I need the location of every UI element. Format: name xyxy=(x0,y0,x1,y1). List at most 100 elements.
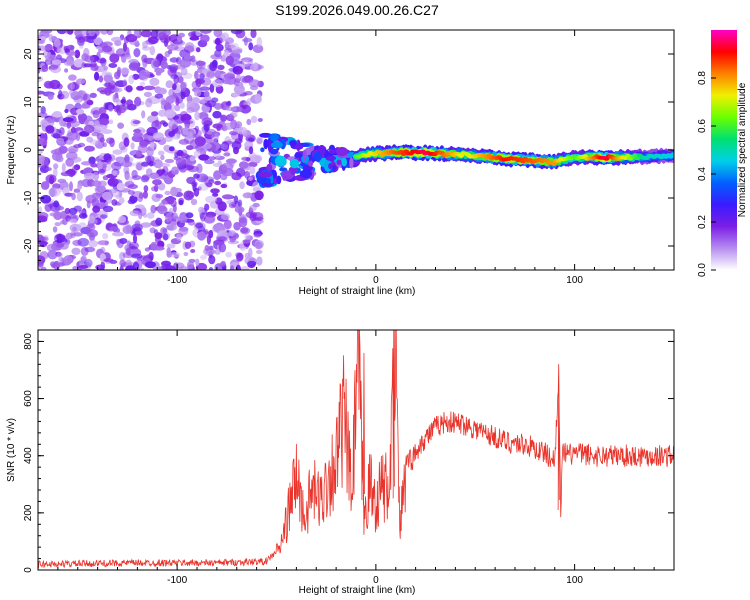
noise-blob xyxy=(102,205,114,213)
noise-blob xyxy=(154,93,164,99)
noise-blob xyxy=(254,190,264,201)
noise-blob xyxy=(175,96,180,106)
noise-blob xyxy=(123,137,130,147)
noise-blob xyxy=(212,79,224,88)
noise-blob xyxy=(70,126,77,134)
noise-blob xyxy=(214,180,222,186)
noise-blob xyxy=(102,233,109,240)
noise-blob xyxy=(143,85,156,91)
noise-blob xyxy=(149,77,160,86)
noise-blob xyxy=(249,213,257,222)
colorbar: 0.0 0.2 0.4 0.6 0.8 Normalized spectral ampl… xyxy=(697,30,748,277)
noise-blob xyxy=(230,30,243,35)
noise-blob xyxy=(55,234,66,240)
noise-blob xyxy=(225,106,238,112)
noise-blob xyxy=(178,32,185,38)
noise-blob xyxy=(118,197,125,204)
noise-blob xyxy=(54,147,65,156)
noise-blob xyxy=(213,170,222,181)
noise-blob xyxy=(187,261,194,269)
noise-blob xyxy=(38,259,44,268)
noise-blob xyxy=(74,30,83,37)
noise-blob xyxy=(145,168,153,176)
noise-blob xyxy=(252,44,264,53)
energy-blob xyxy=(328,149,337,154)
noise-blob xyxy=(154,184,159,193)
noise-blob xyxy=(221,194,234,200)
noise-blob xyxy=(237,199,243,208)
noise-blob xyxy=(240,266,250,270)
spectrogram-xlabel: Height of straight line (km) xyxy=(299,286,416,297)
noise-blob xyxy=(225,55,234,66)
noise-blob xyxy=(220,213,230,221)
noise-blob xyxy=(124,54,132,60)
noise-blob xyxy=(140,128,146,134)
noise-blob xyxy=(147,135,154,142)
noise-blob xyxy=(241,59,251,67)
noise-blob xyxy=(53,163,59,170)
noise-blob xyxy=(203,215,216,224)
noise-blob xyxy=(218,242,227,253)
noise-blob xyxy=(117,122,124,129)
noise-blob xyxy=(102,175,109,181)
noise-blob xyxy=(48,64,59,70)
colorbar-tick-label: 0.4 xyxy=(697,167,708,181)
noise-blob xyxy=(212,110,222,119)
noise-blob xyxy=(165,80,174,89)
noise-blob xyxy=(84,145,95,152)
noise-blob xyxy=(102,142,107,148)
noise-blob xyxy=(127,199,136,205)
noise-blob xyxy=(236,73,241,84)
noise-blob xyxy=(63,255,73,264)
noise-blob xyxy=(39,165,49,174)
y-tick-label: 10 xyxy=(23,96,34,108)
noise-blob xyxy=(94,120,100,128)
noise-blob xyxy=(92,171,100,181)
noise-blob xyxy=(133,132,143,138)
noise-blob xyxy=(135,204,145,209)
noise-blob xyxy=(242,76,250,84)
noise-blob xyxy=(51,59,62,65)
colorbar-tick-label: 0.2 xyxy=(697,215,708,229)
x-tick-label: 100 xyxy=(566,575,583,586)
energy-blob xyxy=(336,146,348,157)
noise-blob xyxy=(38,240,49,246)
colorbar-tick-label: 0.0 xyxy=(697,263,708,277)
noise-blob xyxy=(99,30,109,35)
noise-blob xyxy=(94,71,100,81)
noise-blob xyxy=(210,188,220,194)
noise-blob xyxy=(116,182,125,191)
noise-blob xyxy=(209,83,215,93)
noise-blob xyxy=(228,67,239,72)
noise-blob xyxy=(92,205,101,213)
noise-blob xyxy=(221,77,231,85)
noise-blob xyxy=(199,73,205,80)
noise-blob xyxy=(168,120,178,130)
noise-blob xyxy=(71,247,81,255)
noise-blob xyxy=(137,209,143,220)
noise-blob xyxy=(191,55,196,63)
noise-blob xyxy=(106,159,112,165)
noise-blob xyxy=(169,252,181,258)
noise-blob xyxy=(128,74,135,85)
noise-blob xyxy=(97,118,110,126)
noise-blob xyxy=(238,161,249,169)
noise-blob xyxy=(172,212,178,220)
snr-series-line xyxy=(38,330,674,569)
noise-blob xyxy=(257,118,263,122)
noise-blob xyxy=(134,220,141,227)
noise-blob xyxy=(195,30,201,37)
noise-blob xyxy=(136,162,143,171)
noise-blob xyxy=(68,74,77,81)
noise-blob xyxy=(72,265,82,270)
noise-blob xyxy=(125,265,137,270)
noise-blob xyxy=(250,115,258,123)
noise-blob xyxy=(166,243,176,249)
noise-blob xyxy=(149,45,156,56)
noise-blob xyxy=(60,90,70,100)
noise-blob xyxy=(84,172,96,180)
noise-blob xyxy=(91,192,102,200)
noise-blob xyxy=(40,194,52,204)
figure-title: S199.2026.049.00.26.C27 xyxy=(275,2,439,18)
noise-blob xyxy=(178,226,189,236)
